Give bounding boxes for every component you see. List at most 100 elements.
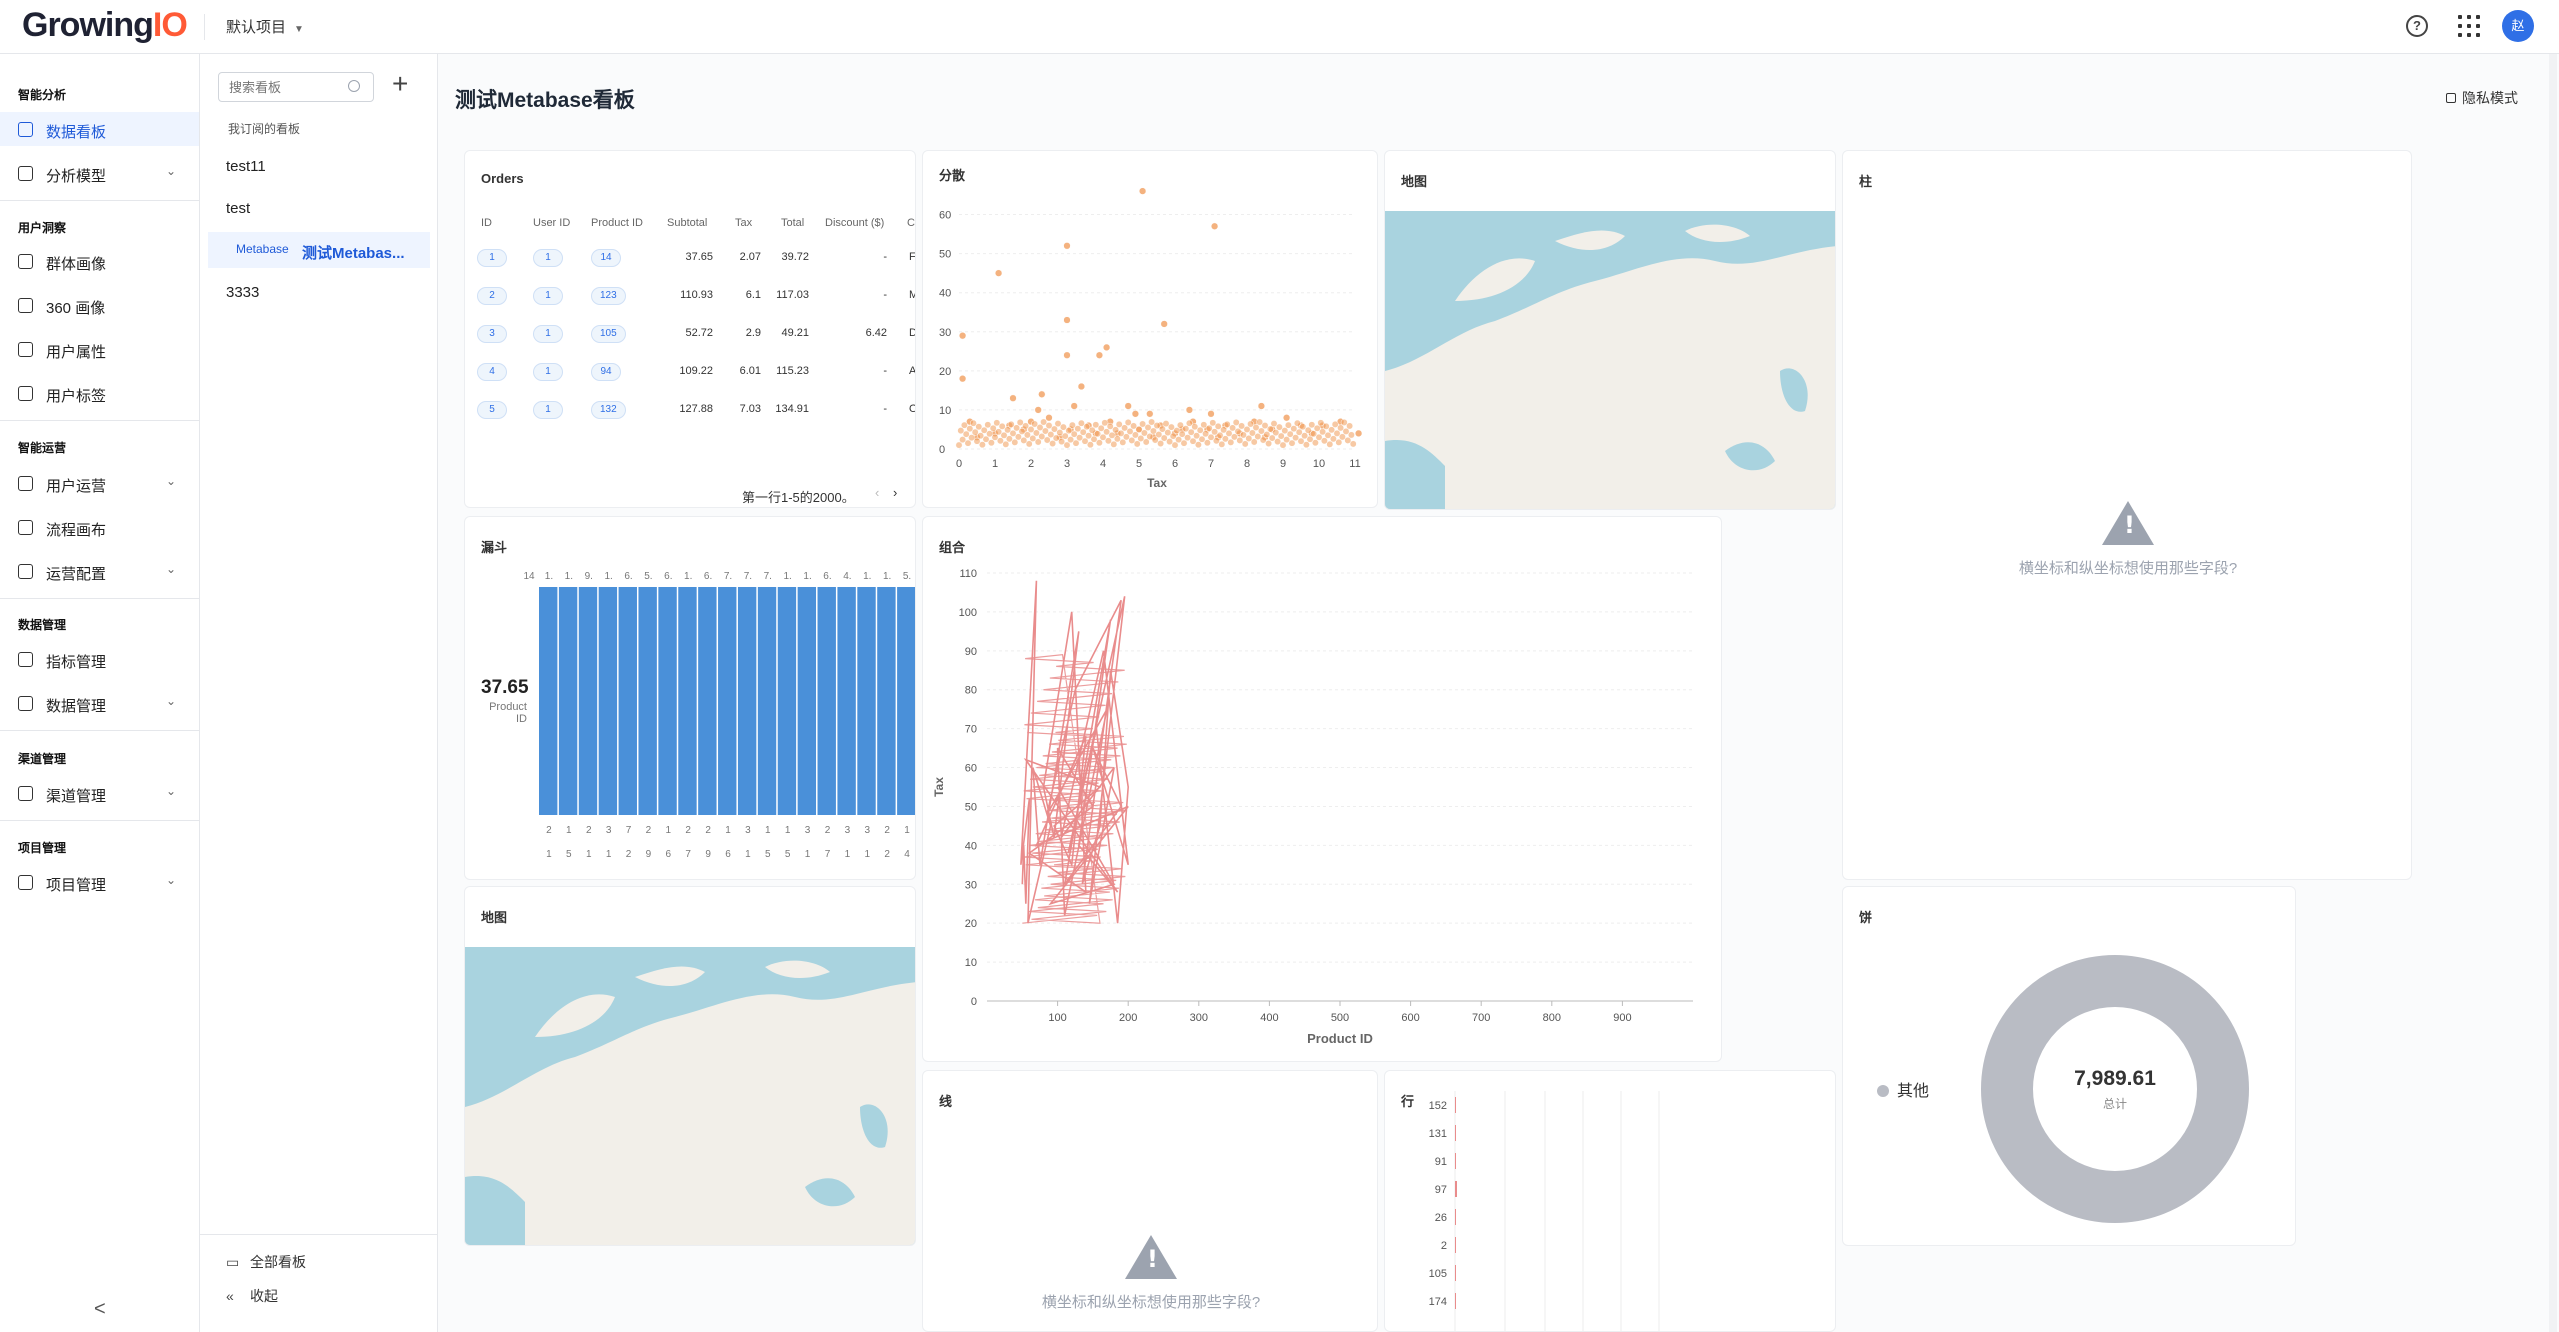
nav-project-management[interactable]: 项目管理 ⌄ <box>0 865 199 899</box>
scatter-point[interactable] <box>1203 439 1211 447</box>
scatter-point[interactable] <box>1158 425 1166 433</box>
nav-flow-canvas[interactable]: 流程画布 <box>0 510 199 544</box>
nav-user-tags[interactable]: 用户标签 <box>0 376 199 410</box>
scatter-point[interactable] <box>1167 423 1175 431</box>
scatter-point[interactable] <box>1297 437 1305 445</box>
funnel-bar[interactable] <box>598 587 618 815</box>
scatter-point[interactable] <box>1049 440 1057 447</box>
scatter-point[interactable] <box>1162 420 1170 428</box>
scatter-point[interactable] <box>991 433 999 441</box>
scatter-point[interactable] <box>1041 427 1049 435</box>
scatter-point[interactable] <box>1126 427 1134 435</box>
scatter-point[interactable] <box>1247 420 1255 428</box>
scatter-point[interactable] <box>1144 424 1152 431</box>
nav-metric-management[interactable]: 指标管理 <box>0 642 199 676</box>
scatter-point[interactable] <box>1171 441 1179 449</box>
scatter-point[interactable] <box>1295 428 1303 436</box>
dashboard-item[interactable]: test11 <box>208 148 430 184</box>
scatter-point[interactable] <box>1344 436 1352 444</box>
user-id-link-pill[interactable]: 1 <box>533 325 563 343</box>
scatter-point[interactable] <box>1189 437 1197 445</box>
scatter-point[interactable] <box>1218 440 1226 448</box>
scatter-point[interactable] <box>1004 426 1012 434</box>
scatter-point[interactable] <box>1268 434 1276 442</box>
scatter-point[interactable] <box>1025 440 1033 448</box>
row-bar[interactable] <box>1455 1293 1456 1309</box>
scatter-point[interactable] <box>1074 425 1082 433</box>
scatter-point[interactable] <box>1238 422 1246 430</box>
row-bar[interactable] <box>1455 1097 1456 1113</box>
scatter-point[interactable] <box>1058 438 1066 446</box>
scatter-point[interactable] <box>1076 434 1084 442</box>
scatter-point[interactable] <box>957 427 965 435</box>
scatter-point[interactable] <box>1261 422 1269 430</box>
scatter-point[interactable] <box>1146 410 1154 418</box>
scatter-point[interactable] <box>1061 432 1069 440</box>
scatter-point[interactable] <box>1095 439 1103 447</box>
dashboard-item[interactable]: 3333 <box>208 274 430 310</box>
scatter-point[interactable] <box>1313 424 1321 432</box>
scatter-point[interactable] <box>1005 435 1013 443</box>
scatter-point[interactable] <box>1131 410 1140 418</box>
scatter-point[interactable] <box>1088 426 1096 434</box>
scatter-point[interactable] <box>1349 440 1357 448</box>
nav-data-management[interactable]: 数据管理 ⌄ <box>0 686 199 720</box>
scatter-point[interactable] <box>1326 440 1334 448</box>
scatter-point[interactable] <box>964 439 972 447</box>
scatter-point[interactable] <box>1241 440 1249 448</box>
scatter-point[interactable] <box>1119 438 1127 446</box>
scatter-point[interactable] <box>996 437 1004 445</box>
funnel-bar[interactable] <box>578 587 598 815</box>
scatter-point[interactable] <box>1065 427 1073 435</box>
scatter-point[interactable] <box>1081 437 1089 445</box>
scatter-point[interactable] <box>1211 428 1219 436</box>
scatter-point[interactable] <box>1216 431 1224 439</box>
scatter-point[interactable] <box>1117 429 1125 437</box>
scatter-point[interactable] <box>1180 439 1188 447</box>
scatter-point[interactable] <box>1148 418 1156 426</box>
scatter-point[interactable] <box>959 436 967 444</box>
scatter-point[interactable] <box>1243 426 1251 433</box>
funnel-bar[interactable] <box>658 587 677 815</box>
scatter-point[interactable] <box>1031 420 1039 428</box>
scatter-point[interactable] <box>1282 414 1291 422</box>
scatter-point[interactable] <box>1056 429 1064 437</box>
scatter-point[interactable] <box>1077 382 1086 391</box>
scatter-point[interactable] <box>1293 419 1301 427</box>
dashboard-item[interactable]: test <box>208 190 430 226</box>
collapse-panel-link[interactable]: « 收起 <box>226 1286 278 1306</box>
scatter-point[interactable] <box>1036 424 1044 431</box>
user-id-link-pill[interactable]: 1 <box>533 363 563 381</box>
scatter-point[interactable] <box>1223 420 1231 428</box>
donut-chart[interactable] <box>1843 887 2296 1246</box>
scatter-point[interactable] <box>1236 436 1244 444</box>
scatter-point[interactable] <box>1290 425 1298 433</box>
nav-user-attributes[interactable]: 用户属性 <box>0 332 199 366</box>
scatter-point[interactable] <box>1002 440 1010 448</box>
scatter-point[interactable] <box>1340 418 1348 426</box>
scatter-point[interactable] <box>1329 435 1337 443</box>
id-link-pill[interactable]: 3 <box>477 325 507 343</box>
scatter-point[interactable] <box>1038 433 1046 440</box>
scatter-point[interactable] <box>1324 431 1332 439</box>
scatter-point[interactable] <box>1214 422 1222 430</box>
column-header[interactable]: Product ID <box>591 217 643 229</box>
combo-line-chart[interactable]: 0 10 20 30 40 50 60 70 80 90 100 110 100 200 300 400 500… <box>923 517 1722 1062</box>
scatter-point[interactable] <box>1063 351 1071 359</box>
growingio-logo[interactable]: GrowingIO <box>22 6 188 45</box>
scatter-point[interactable] <box>1225 429 1233 437</box>
scatter-point[interactable] <box>1194 441 1202 449</box>
scatter-point[interactable] <box>984 421 992 429</box>
scatter-point[interactable] <box>1254 433 1262 440</box>
id-link-pill[interactable]: 5 <box>477 401 507 419</box>
scatter-point[interactable] <box>1059 423 1067 431</box>
scatter-point[interactable] <box>1283 436 1291 444</box>
scatter-point[interactable] <box>1175 436 1183 444</box>
funnel-bar[interactable] <box>698 587 717 815</box>
scatter-point[interactable] <box>955 441 963 449</box>
scatter-point[interactable] <box>1146 433 1154 440</box>
scatter-point[interactable] <box>1275 423 1283 431</box>
scatter-point[interactable] <box>1185 419 1193 427</box>
scatter-point[interactable] <box>1086 441 1094 449</box>
scatter-point[interactable] <box>1047 431 1055 438</box>
